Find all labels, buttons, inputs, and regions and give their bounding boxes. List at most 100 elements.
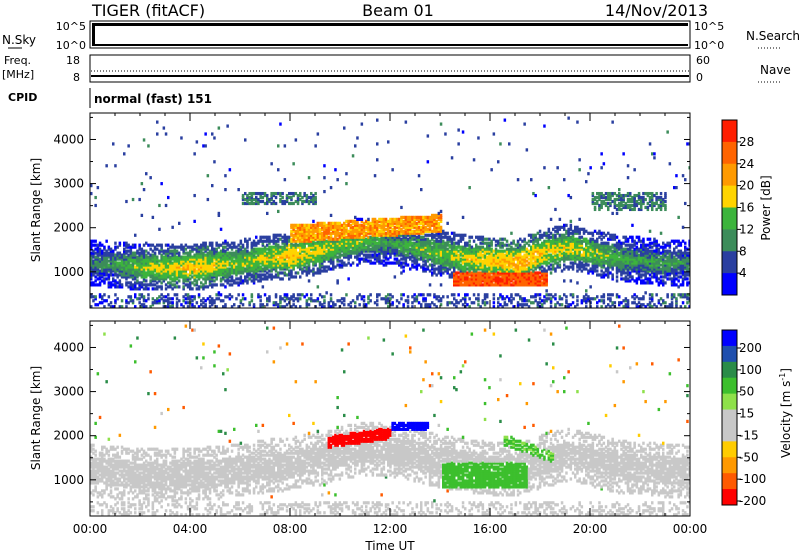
power-cell bbox=[244, 259, 247, 263]
power-cell bbox=[285, 251, 289, 255]
power-cell bbox=[321, 239, 324, 243]
power-cell bbox=[193, 193, 196, 198]
power-cell bbox=[266, 259, 269, 263]
power-cell bbox=[169, 245, 172, 249]
power-cell bbox=[222, 261, 225, 265]
power-cell bbox=[263, 235, 267, 239]
power-cell bbox=[343, 243, 346, 247]
power-cell bbox=[162, 295, 166, 299]
power-cell bbox=[217, 293, 221, 297]
power-cell bbox=[545, 249, 548, 253]
power-cell bbox=[96, 249, 100, 253]
power-cell bbox=[336, 178, 339, 182]
power-cell bbox=[422, 251, 425, 255]
power-cell bbox=[272, 233, 276, 237]
power-cell bbox=[351, 219, 355, 223]
power-cell bbox=[459, 275, 463, 279]
power-cell bbox=[338, 239, 342, 243]
power-cell bbox=[481, 271, 485, 275]
power-cell bbox=[178, 265, 181, 269]
power-cell bbox=[420, 247, 423, 251]
power-cell bbox=[376, 255, 379, 259]
power-cell bbox=[248, 265, 251, 269]
power-cell bbox=[393, 257, 397, 261]
power-cell bbox=[472, 263, 476, 267]
power-cell bbox=[420, 255, 423, 259]
power-cell bbox=[336, 221, 339, 225]
power-cell bbox=[103, 257, 106, 261]
power-cell bbox=[415, 263, 419, 267]
power-cell bbox=[404, 221, 408, 225]
power-cell bbox=[134, 281, 137, 285]
power-cell bbox=[145, 263, 148, 267]
power-cell bbox=[373, 247, 377, 251]
power-cell bbox=[318, 301, 322, 305]
power-cell bbox=[239, 241, 243, 245]
power-cell bbox=[558, 259, 562, 263]
power-cell bbox=[288, 249, 291, 253]
power-cell bbox=[468, 249, 471, 253]
power-cell bbox=[455, 305, 458, 308]
power-cell bbox=[92, 253, 95, 257]
power-cell bbox=[213, 255, 216, 259]
power-cell bbox=[318, 293, 322, 297]
power-cell bbox=[362, 223, 366, 227]
power-cell bbox=[184, 269, 188, 273]
power-cell bbox=[259, 191, 262, 196]
power-cell bbox=[351, 241, 355, 245]
cpid-panel: CPID normal (fast) 151 bbox=[8, 88, 212, 108]
power-cell bbox=[523, 122, 526, 126]
power-cell bbox=[360, 219, 364, 223]
power-cell bbox=[455, 301, 458, 305]
power-cell bbox=[343, 303, 346, 307]
power-cell bbox=[494, 261, 498, 265]
power-cell bbox=[365, 233, 368, 237]
power-cell bbox=[409, 243, 412, 247]
power-cell bbox=[420, 251, 423, 255]
power-cell bbox=[492, 259, 496, 263]
power-cell bbox=[219, 251, 223, 255]
power-cell bbox=[541, 283, 544, 287]
power-cell bbox=[204, 243, 207, 247]
power-cell bbox=[316, 285, 320, 289]
power-cell bbox=[538, 275, 542, 279]
power-cell bbox=[255, 271, 258, 275]
power-cell bbox=[283, 273, 287, 277]
power-cell bbox=[543, 251, 546, 255]
power-cell bbox=[479, 245, 482, 249]
power-cell bbox=[303, 243, 306, 247]
power-cell bbox=[301, 233, 304, 237]
power-cell bbox=[409, 249, 412, 253]
power-cell bbox=[323, 295, 326, 299]
power-cell bbox=[369, 227, 372, 231]
power-cell bbox=[219, 259, 223, 263]
power-cell bbox=[417, 227, 421, 231]
power-cell bbox=[391, 217, 394, 221]
power-cell bbox=[508, 273, 511, 277]
power-cell bbox=[272, 193, 276, 198]
power-cell bbox=[94, 295, 97, 299]
power-cell bbox=[208, 255, 212, 259]
power-cell bbox=[167, 275, 170, 279]
power-cell bbox=[426, 303, 430, 307]
power-cell bbox=[464, 299, 467, 303]
power-cell bbox=[202, 267, 205, 271]
power-cell bbox=[358, 251, 361, 255]
power-cell bbox=[384, 297, 388, 301]
power-cell bbox=[222, 247, 225, 251]
power-cell bbox=[272, 265, 276, 269]
power-cell bbox=[200, 271, 203, 275]
power-cell bbox=[268, 249, 271, 253]
power-cell bbox=[98, 293, 102, 297]
power-cell bbox=[442, 295, 445, 299]
power-cell bbox=[230, 261, 234, 265]
power-cell bbox=[351, 243, 355, 247]
power-cell bbox=[228, 253, 232, 257]
power-cell bbox=[305, 251, 309, 255]
power-cell bbox=[477, 136, 480, 140]
power-cell bbox=[483, 267, 487, 271]
power-cell bbox=[175, 259, 179, 263]
power-cell bbox=[508, 269, 511, 273]
power-cell bbox=[250, 263, 254, 267]
power-cell bbox=[417, 235, 421, 239]
